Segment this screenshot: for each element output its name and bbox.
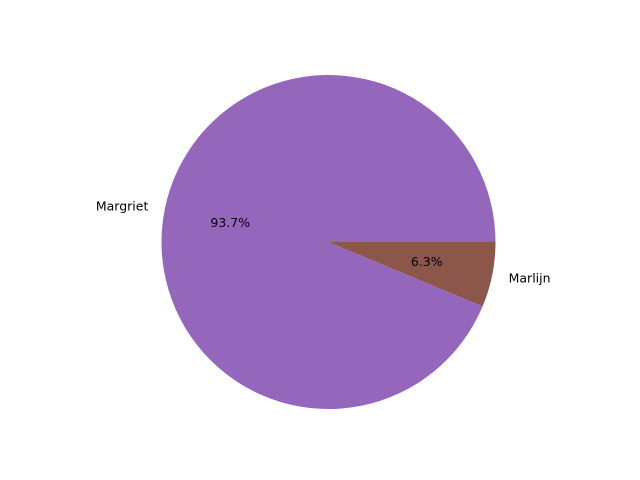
pie-slice-margriet [161,74,496,409]
slice-percent-margriet: 93.7% [210,215,250,230]
pie-slice-marlijn [328,242,496,307]
pie-labels: Margriet 93.7% Marlijn 6.3% [96,198,551,285]
pie-slices [161,74,496,409]
slice-label-marlijn: Marlijn [509,271,551,286]
slice-label-margriet: Margriet [96,198,149,213]
slice-percent-marlijn: 6.3% [411,254,443,269]
